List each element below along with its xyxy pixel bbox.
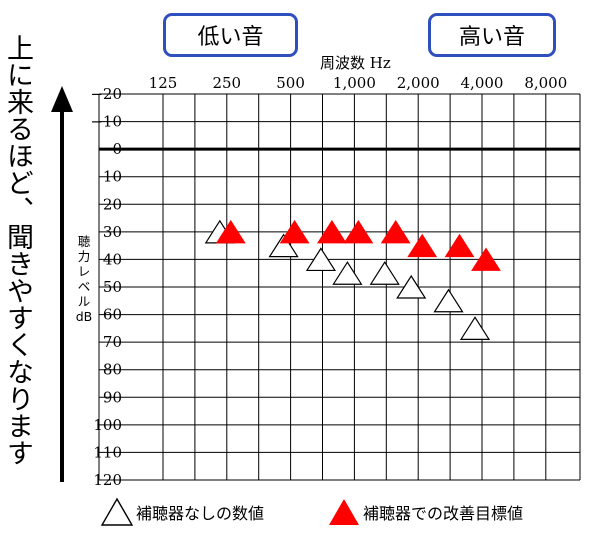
- high-sound-label: 高い音: [428, 13, 556, 57]
- y-tick-label: 30: [103, 223, 122, 241]
- y-tick-label: 120: [93, 471, 122, 489]
- vertical-caption: 上に来るほど、聞きやすくなります: [2, 34, 33, 466]
- unaided-marker: [305, 247, 337, 272]
- y-tick-label: −10: [90, 113, 122, 131]
- y-tick-label: 80: [103, 361, 122, 379]
- unaided-marker: [459, 316, 491, 340]
- legend-filled-triangle-shape: [329, 499, 359, 525]
- high-sound-text: 高い音: [458, 25, 525, 50]
- y-tick-label: 40: [103, 250, 122, 268]
- y-tick-label: 100: [93, 416, 122, 434]
- up-arrow-head: [51, 86, 73, 112]
- unaided-marker: [332, 261, 363, 285]
- y-tick-label: 50: [103, 278, 122, 296]
- unaided-marker: [268, 233, 299, 258]
- x-tick-label: 2,000: [397, 74, 440, 92]
- low-sound-label: 低い音: [163, 13, 298, 57]
- legend-open-triangle: [100, 497, 134, 526]
- y-tick-label: 90: [103, 388, 122, 406]
- y-tick-label: 10: [103, 168, 122, 186]
- legend-item-with-aid: 補聴器での改善目標値: [327, 494, 523, 530]
- y-tick-label: −20: [90, 85, 122, 103]
- aided-target-marker: [317, 219, 347, 244]
- aided-target-marker: [471, 247, 501, 271]
- x-tick-label: 8,000: [524, 74, 567, 92]
- y-tick-label: 20: [103, 195, 122, 213]
- x-tick-label: 4,000: [461, 74, 504, 92]
- aided-target-marker: [407, 233, 438, 258]
- aided-target-marker: [444, 233, 475, 258]
- x-tick-label: 500: [276, 74, 305, 92]
- aided-target-marker: [380, 219, 411, 244]
- y-tick-label: 110: [93, 443, 122, 461]
- low-sound-text: 低い音: [197, 25, 264, 50]
- y-axis-title: 聴力レベル dB: [75, 234, 93, 324]
- unaided-marker: [396, 274, 427, 299]
- y-tick-label: 70: [103, 333, 122, 351]
- y-tick-label: 0: [112, 140, 122, 158]
- x-tick-label: 125: [149, 74, 178, 92]
- unaided-marker: [369, 261, 400, 285]
- y-tick-label: 60: [103, 306, 122, 324]
- x-tick-label: 250: [212, 74, 241, 92]
- x-axis-title: 周波数 Hz: [320, 54, 391, 72]
- legend-item-without-aid: 補聴器なしの数値: [100, 494, 264, 530]
- unaided-marker: [433, 288, 464, 313]
- x-tick-label: 1,000: [333, 74, 376, 92]
- legend-label-with-aid: 補聴器での改善目標値: [363, 504, 524, 523]
- aided-target-marker: [215, 219, 246, 244]
- legend-label-without-aid: 補聴器なしの数値: [136, 504, 265, 523]
- legend-filled-triangle: [329, 499, 359, 525]
- aided-target-marker: [279, 219, 310, 244]
- aided-target-marker: [343, 219, 374, 244]
